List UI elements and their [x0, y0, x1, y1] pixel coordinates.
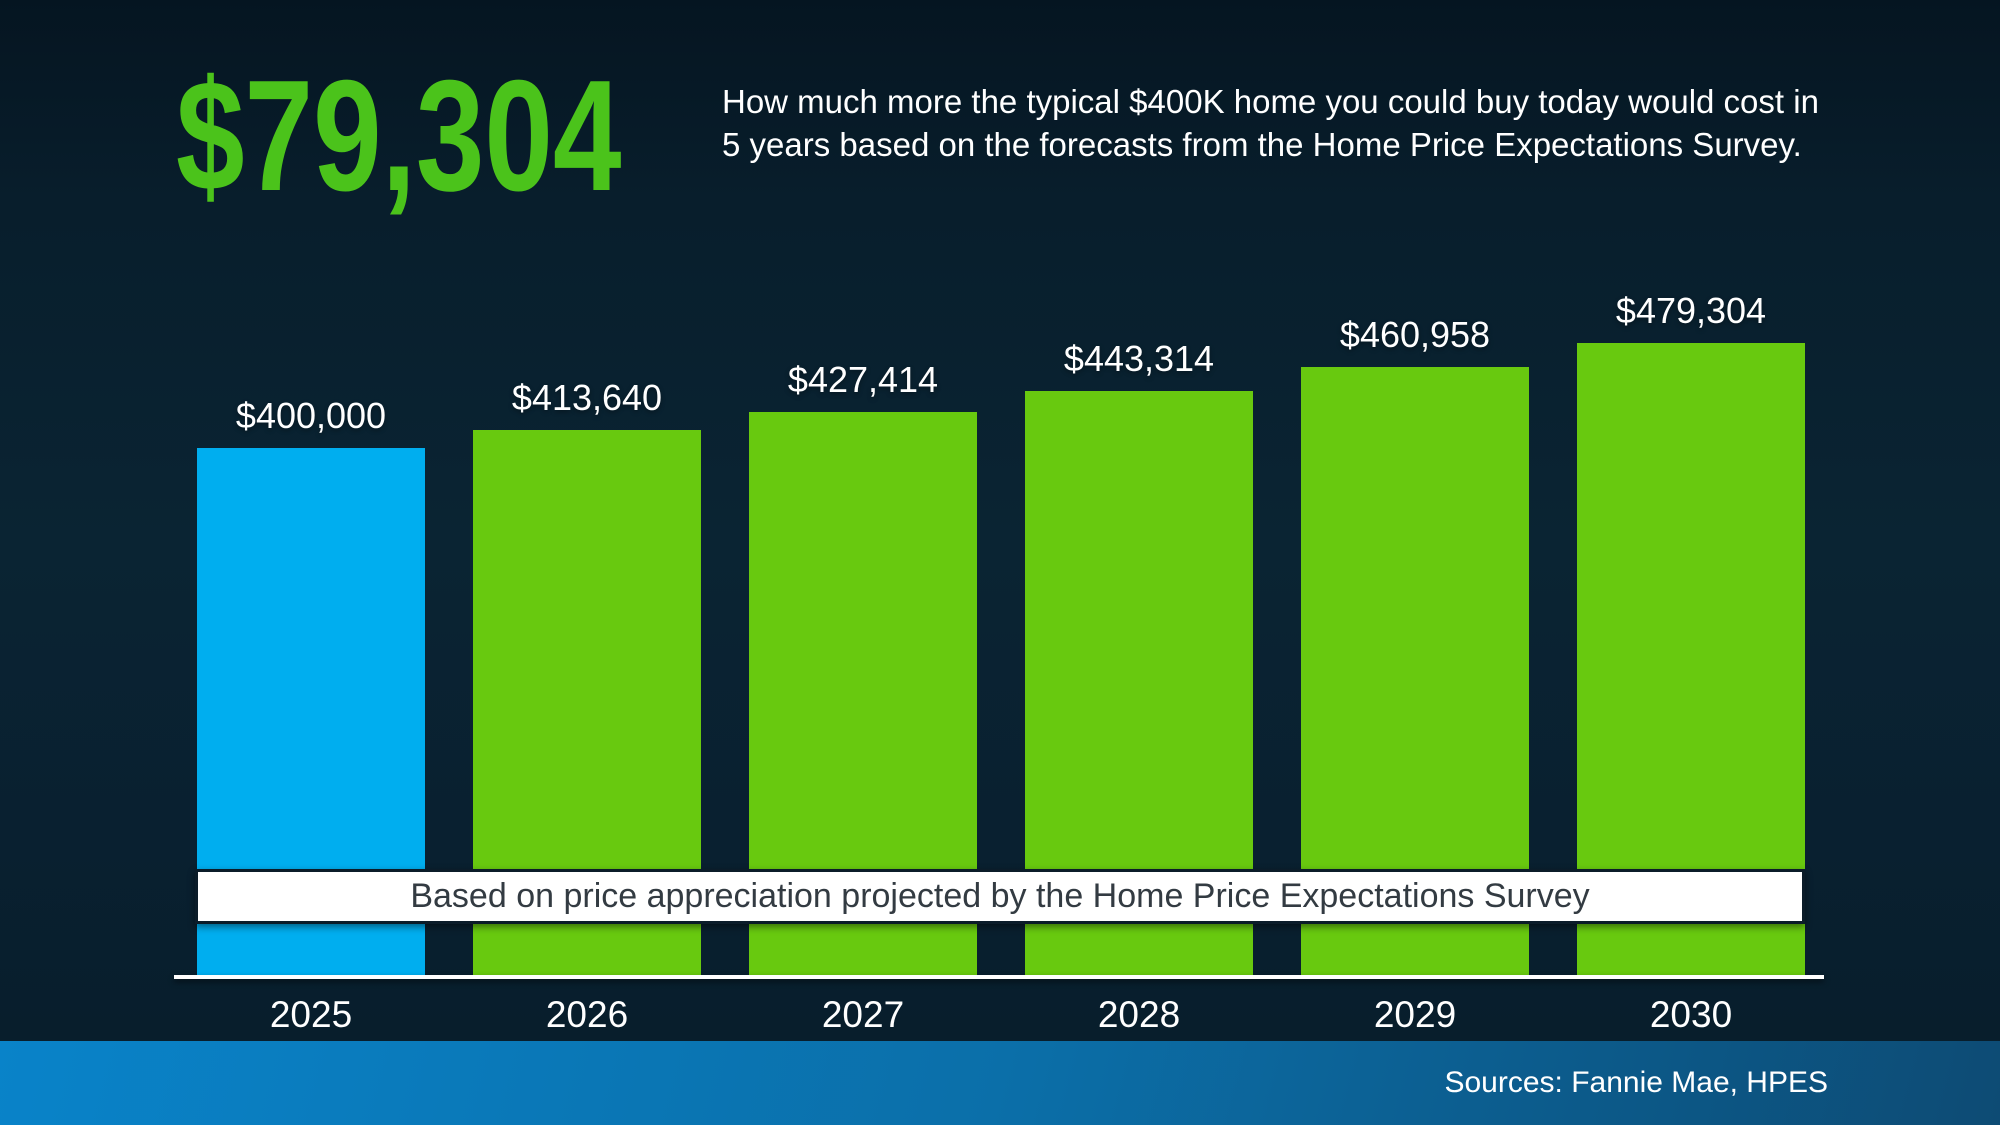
- headline-amount: $79,304: [176, 48, 622, 224]
- description: How much more the typical $400K home you…: [722, 80, 1902, 166]
- x-axis-label: 2029: [1373, 994, 1457, 1035]
- bar-value-label: $460,958: [1339, 314, 1491, 355]
- x-axis-label: 2030: [1649, 994, 1733, 1035]
- footer-bar: Sources: Fannie Mae, HPES: [0, 1041, 2000, 1125]
- bar-value-label: $443,314: [1063, 338, 1215, 379]
- description-line-2: 5 years based on the forecasts from the …: [722, 126, 1802, 163]
- sources-text: Sources: Fannie Mae, HPES: [1444, 1066, 1828, 1099]
- x-axis-label: 2026: [545, 994, 629, 1035]
- bar-value-label: $427,414: [787, 359, 939, 400]
- x-axis-label: 2028: [1097, 994, 1181, 1035]
- bar-value-label: $479,304: [1615, 290, 1767, 331]
- x-axis-label: 2025: [269, 994, 353, 1035]
- chart-banner: Based on price appreciation projected by…: [195, 869, 1805, 924]
- bar-value-label: $400,000: [235, 395, 387, 436]
- x-axis-line: [174, 975, 1824, 979]
- description-line-1: How much more the typical $400K home you…: [722, 83, 1819, 120]
- bar-value-label: $413,640: [511, 377, 663, 418]
- x-axis-label: 2027: [821, 994, 905, 1035]
